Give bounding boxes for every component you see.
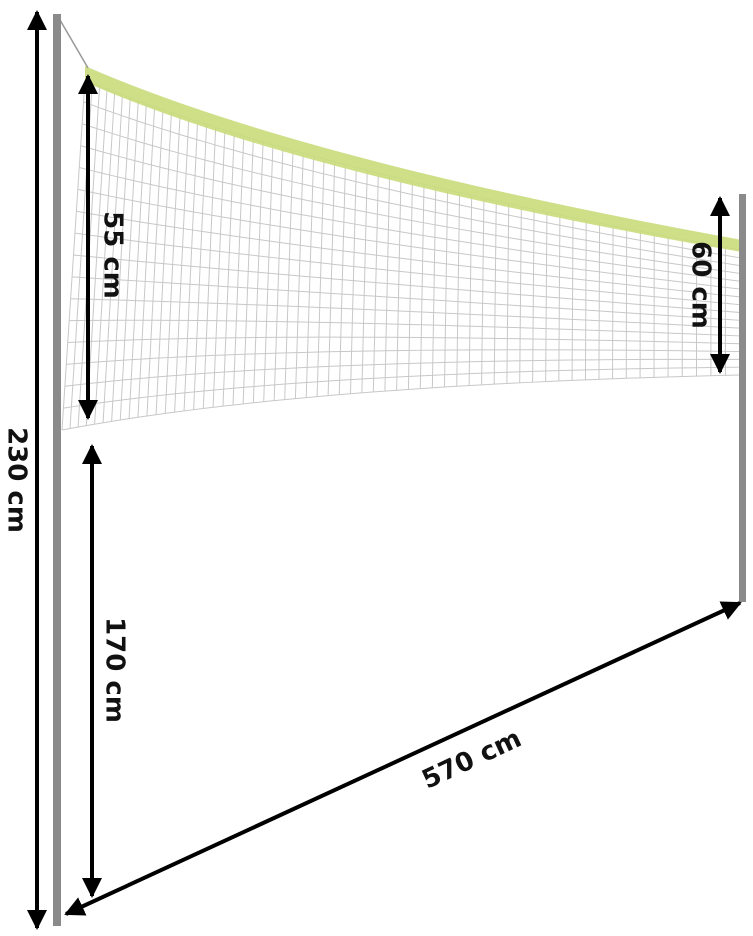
mesh-line [532, 209, 535, 383]
mesh-line [202, 127, 217, 409]
mesh-line [137, 106, 156, 418]
mesh-line [584, 220, 587, 380]
mesh-line [263, 144, 274, 402]
mesh-line [407, 181, 413, 390]
mesh-line [164, 115, 181, 414]
mesh-line [212, 130, 226, 408]
mesh-line [558, 214, 561, 381]
mesh-line [155, 112, 172, 415]
mesh-line [273, 147, 284, 401]
mesh-line [242, 138, 254, 404]
mesh-line [284, 150, 294, 400]
clearance-label: 170 cm [100, 617, 130, 723]
mesh-line [350, 167, 357, 394]
mesh-line [305, 156, 315, 398]
right-pole [739, 194, 746, 602]
length-arrow [64, 601, 742, 916]
mesh-line [338, 164, 346, 395]
mesh-line [612, 225, 614, 379]
mesh-line [128, 103, 147, 419]
mesh-line [519, 206, 522, 383]
mesh-line [468, 195, 473, 386]
mesh-line [571, 217, 574, 381]
mesh-line [316, 158, 325, 397]
mesh-line [61, 374, 741, 431]
mesh-line [419, 184, 425, 389]
mesh-line [327, 161, 336, 396]
mesh-line [431, 187, 437, 388]
net-mesh [61, 79, 741, 431]
mesh-line [545, 212, 548, 382]
net-right-label: 60 cm [686, 241, 716, 329]
mesh-line [493, 201, 497, 385]
mesh-line [146, 109, 164, 416]
length-label: 570 cm [417, 724, 526, 796]
mesh-line [119, 100, 139, 421]
mesh-line [222, 133, 235, 407]
mesh-line [506, 203, 510, 384]
mesh-line [183, 121, 199, 411]
left-pole [53, 14, 61, 926]
mesh-line [481, 198, 485, 385]
mesh-line [294, 153, 304, 399]
mesh-line [64, 358, 741, 387]
mesh-line [396, 178, 402, 391]
mesh-line [252, 141, 264, 403]
mesh-line [174, 118, 190, 413]
guy-line [59, 19, 89, 69]
mesh-line [443, 189, 449, 388]
mesh-line [102, 94, 123, 423]
total-height-label: 230 cm [2, 427, 32, 533]
mesh-line [232, 135, 245, 406]
net-left-label: 55 cm [98, 211, 128, 299]
mesh-line [456, 192, 461, 387]
net-top-band [85, 66, 742, 252]
mesh-line [598, 223, 601, 380]
mesh-line [361, 170, 368, 393]
mesh-line [372, 173, 379, 392]
mesh-line [193, 124, 208, 410]
mesh-line [63, 366, 741, 409]
mesh-line [384, 175, 391, 392]
mesh-line [111, 97, 131, 422]
